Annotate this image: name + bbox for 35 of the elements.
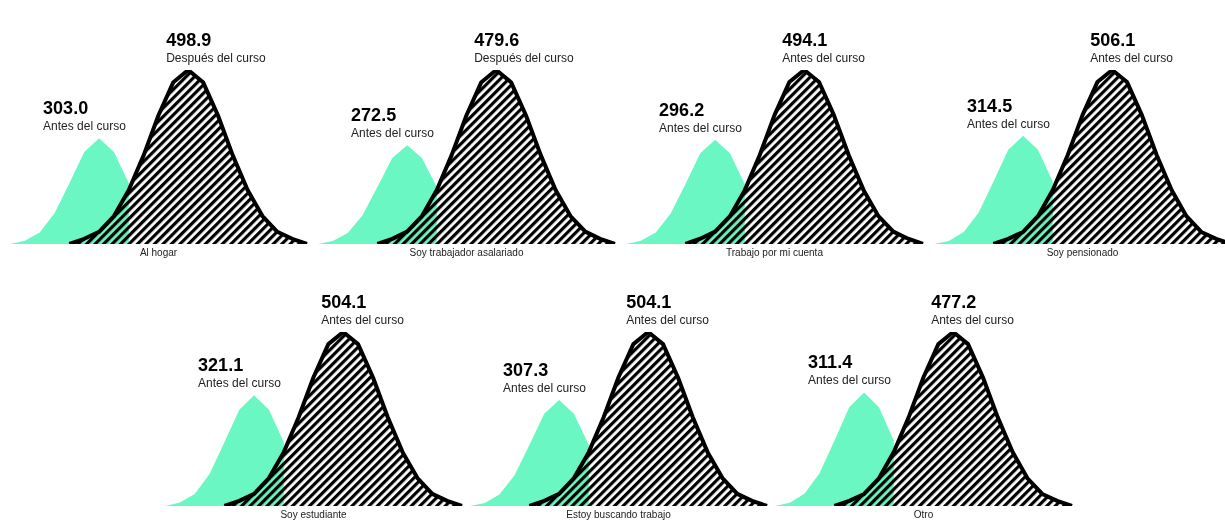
data-label: 314.5 [967, 95, 1013, 116]
series-label: Después del curso [474, 51, 574, 65]
data-label: 479.6 [474, 30, 520, 50]
data-label: 498.9 [166, 30, 212, 50]
series-label: Antes del curso [503, 380, 587, 395]
data-label: 506.1 [1090, 30, 1136, 50]
x-axis-title: Al hogar [138, 247, 179, 258]
series-label: Antes del curso [198, 376, 282, 391]
x-axis-title: Soy pensionado [1045, 247, 1120, 258]
x-axis-title: Trabajo por mi cuenta [725, 247, 824, 258]
data-label: 307.3 [503, 359, 549, 380]
x-axis-title: Otro [912, 509, 935, 520]
series-label: Antes del curso [782, 51, 866, 65]
data-label: 504.1 [626, 292, 672, 312]
data-label: 504.1 [321, 292, 367, 312]
data-label: 494.1 [782, 30, 828, 50]
data-label: 296.2 [659, 99, 705, 120]
data-label: 477.2 [931, 292, 977, 312]
data-label: 272.5 [351, 105, 397, 126]
series-label: Antes del curso [659, 120, 743, 135]
series-label: Después del curso [166, 51, 266, 65]
data-label: 311.4 [808, 352, 853, 373]
series-label: Antes del curso [967, 116, 1051, 131]
series-label: Antes del curso [931, 313, 1015, 327]
series-label: Antes del curso [808, 373, 892, 388]
x-axis-title: Soy trabajador asalariado [408, 247, 525, 258]
series-label: Antes del curso [626, 313, 710, 327]
x-axis-title: Estoy buscando trabajo [565, 509, 672, 520]
x-axis-title: Soy estudiante [279, 509, 348, 520]
series-label: Antes del curso [321, 313, 405, 327]
series-label: Antes del curso [351, 126, 435, 141]
data-label: 321.1 [198, 355, 244, 376]
series-label: Antes del curso [1090, 51, 1174, 65]
data-label: 303.0 [43, 98, 89, 119]
series-label: Antes del curso [43, 119, 127, 134]
